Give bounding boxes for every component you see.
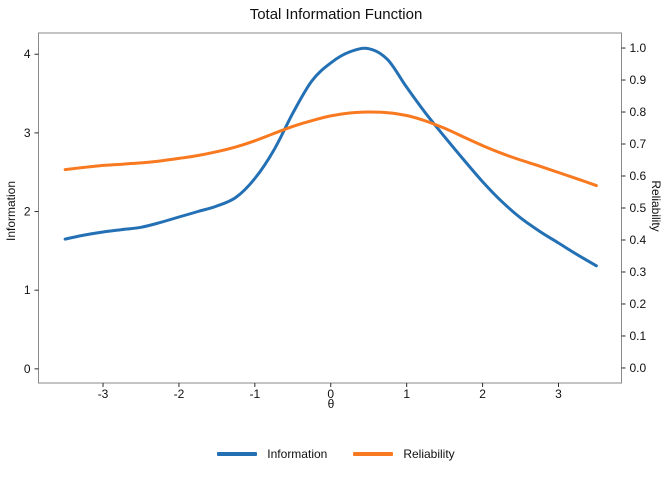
y-tick-label-right: 0.5 xyxy=(630,201,647,215)
y-tick-label-right: 0.8 xyxy=(630,105,647,119)
x-tick-label: 2 xyxy=(479,387,486,401)
y-tick-label-left: 4 xyxy=(24,47,31,61)
information-line-swatch xyxy=(217,452,258,456)
reliability-line xyxy=(63,110,598,188)
reliability-line-swatch xyxy=(353,452,394,456)
y-tick-label-right: 0.9 xyxy=(630,73,647,87)
y-tick-label-right: 0.1 xyxy=(630,329,647,343)
y-tick-label-right: 0.4 xyxy=(630,233,647,247)
y-tick-label-left: 1 xyxy=(24,283,31,297)
y-tick-label-right: 0.6 xyxy=(630,169,647,183)
y-tick-label-left: 0 xyxy=(24,362,31,376)
information-line xyxy=(63,46,598,268)
y-axis-label-right: Reliability xyxy=(649,180,663,232)
y-tick-label-right: 0.0 xyxy=(630,361,647,375)
legend-label-reliability: Reliability xyxy=(403,447,455,461)
x-tick-label: -3 xyxy=(98,387,109,401)
y-tick-label-right: 0.7 xyxy=(630,137,647,151)
y-tick-label-right: 0.3 xyxy=(630,265,647,279)
y-tick-label-left: 3 xyxy=(24,126,31,140)
legend-label-information: Information xyxy=(267,447,328,461)
x-tick-label: 1 xyxy=(403,387,410,401)
x-tick-label: -1 xyxy=(250,387,261,401)
legend-item-reliability: Reliability xyxy=(353,447,455,461)
y-tick-label-right: 0.2 xyxy=(630,297,647,311)
x-axis-label: θ xyxy=(327,397,335,411)
y-tick-label-right: 1.0 xyxy=(630,41,647,55)
x-tick-label: -2 xyxy=(174,387,185,401)
legend: Information Reliability xyxy=(0,444,672,464)
chart-title: Total Information Function xyxy=(249,6,423,23)
y-tick-label-left: 2 xyxy=(24,205,31,219)
panel-border xyxy=(38,32,622,384)
x-tick-label: 0 xyxy=(327,387,334,401)
x-tick-label: 3 xyxy=(555,387,562,401)
legend-item-information: Information xyxy=(217,447,327,461)
y-axis-label-left: Information xyxy=(4,180,18,242)
